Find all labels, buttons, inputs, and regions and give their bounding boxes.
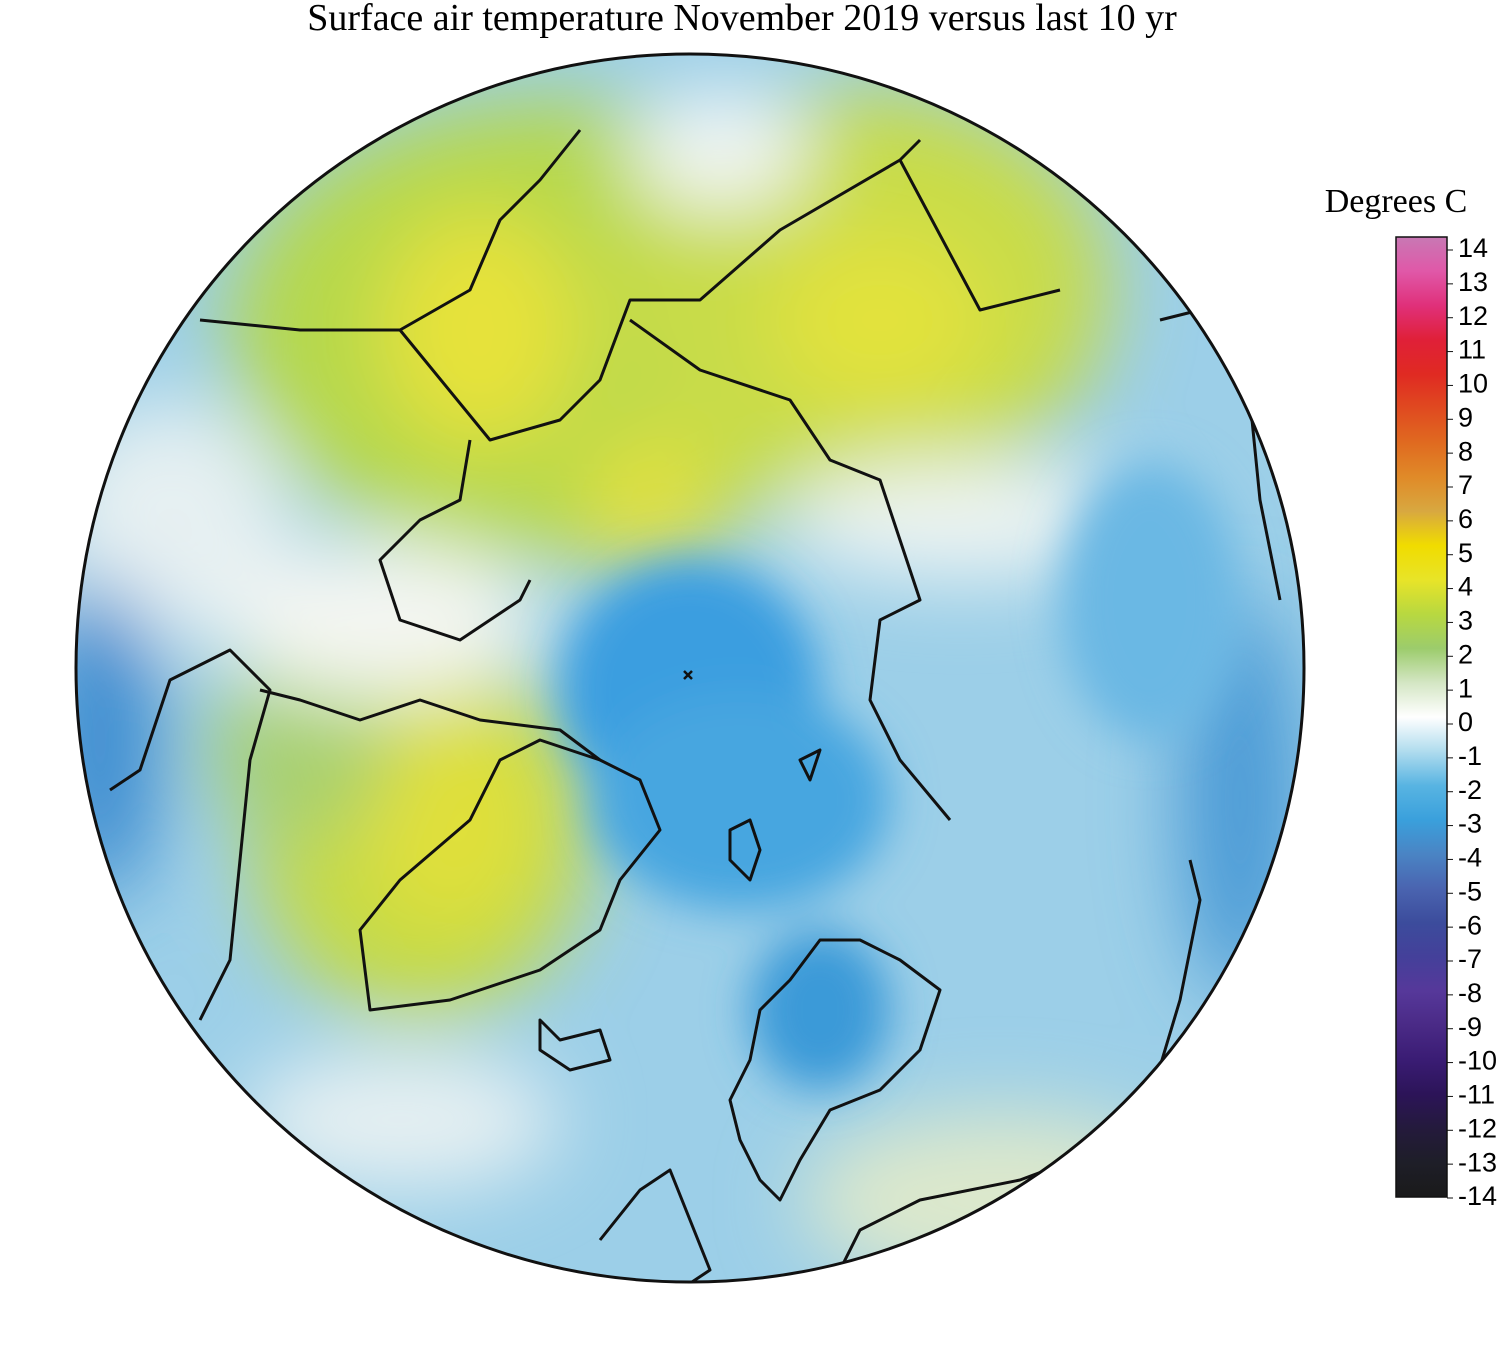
colorbar-tick-label: -9 [1458, 1012, 1482, 1042]
coastline [728, 938, 942, 1202]
coastline [358, 738, 662, 1012]
field-patch [76, 580, 160, 900]
coastline [598, 1168, 712, 1282]
coastline [109, 648, 272, 1021]
colorbar-tick-label: -5 [1458, 876, 1482, 906]
coastline [728, 748, 822, 882]
coastline [199, 129, 922, 442]
field-patch [220, 540, 540, 700]
colorbar-tick-label: -7 [1458, 944, 1482, 974]
map-boundary [74, 52, 1306, 1284]
colorbar-tick-label: 0 [1458, 707, 1473, 737]
colorbar-tick-label: -4 [1458, 843, 1482, 873]
colorbar-tick-label: -14 [1458, 1181, 1497, 1211]
temperature-field [76, 54, 1304, 1282]
colorbar-tick-label: -12 [1458, 1113, 1497, 1143]
colorbar-tick-label: 5 [1458, 538, 1473, 568]
field-patch [580, 430, 720, 570]
colorbar-tick-label: 14 [1458, 233, 1488, 263]
coastline [259, 688, 601, 762]
colorbar-tick-label: 11 [1458, 335, 1486, 365]
coastline [898, 159, 1061, 312]
coastline [629, 318, 952, 821]
field-patch [590, 690, 890, 910]
colorbar-tick-label: 9 [1458, 402, 1473, 432]
field-patch [210, 660, 390, 840]
colorbar-tick-label: 4 [1458, 572, 1473, 602]
field-patch [750, 930, 890, 1090]
field-patch [770, 230, 990, 410]
field-patch [240, 1050, 560, 1190]
colorbar-tick-label: -11 [1458, 1080, 1495, 1110]
colorbar-tick-label: -10 [1458, 1046, 1497, 1076]
colorbar-tick-label: 8 [1458, 436, 1473, 466]
map-title: Surface air temperature November 2019 ve… [307, 0, 1177, 39]
colorbar-tick-label: 7 [1458, 470, 1473, 500]
colorbar-tick-label: 1 [1458, 673, 1473, 703]
colorbar-tick-label: -13 [1458, 1147, 1497, 1177]
colorbar-label: Degrees C [1325, 183, 1468, 220]
colorbar-tick-label: -6 [1458, 910, 1482, 940]
colorbar-tick-label: -2 [1458, 775, 1482, 805]
field-patch [380, 210, 580, 450]
colorbar-tick-label: 2 [1458, 639, 1473, 669]
colorbar-tick-label: -8 [1458, 978, 1482, 1008]
field-patch [630, 90, 810, 210]
north-pole-marker [683, 670, 693, 680]
coastlines [109, 129, 1282, 1282]
field-patch [1060, 460, 1240, 740]
colorbar-tick-label: 12 [1458, 301, 1488, 331]
field-patch [780, 460, 1140, 580]
colorbar-tick-label: 10 [1458, 369, 1488, 399]
field-patch [800, 1110, 1200, 1282]
colorbar-tick-label: 13 [1458, 267, 1488, 297]
colorbar-tick-label: 3 [1458, 606, 1473, 636]
coastline [378, 439, 532, 642]
colorbar-tick-label: 6 [1458, 504, 1473, 534]
colorbar-tick-label: -3 [1458, 809, 1482, 839]
coastline [538, 1018, 612, 1072]
colorbar-tick-label: -1 [1458, 741, 1482, 771]
colorbar [1395, 236, 1448, 1198]
